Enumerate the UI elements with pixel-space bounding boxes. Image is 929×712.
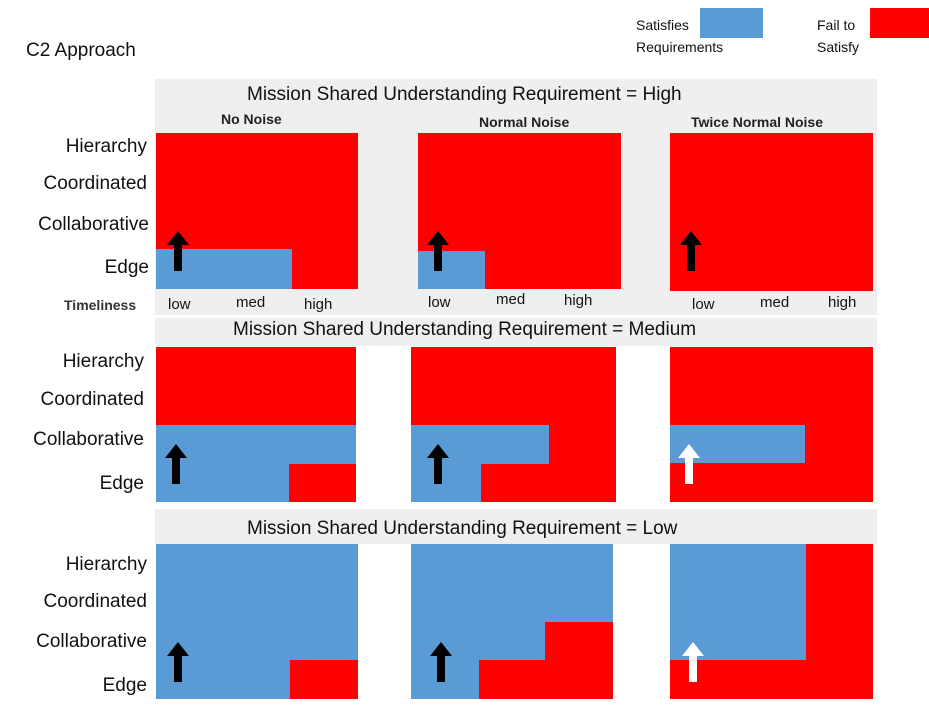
column-title-no-noise: No Noise [221,111,282,127]
x-tick-med: med [496,291,526,308]
band-title-high: Mission Shared Understanding Requirement… [247,84,682,105]
up-arrow-icon [427,231,449,271]
y-label-hierarchy: Hierarchy [65,554,147,575]
band-title-low: Mission Shared Understanding Requirement… [247,518,678,539]
y-label-collaborative: Collaborative [33,429,144,450]
x-axis-label: Timeliness [64,297,137,313]
legend-satisfies-label: Satisfies Requirements [636,17,724,55]
fail-region [290,660,358,699]
x-tick-med: med [760,294,790,311]
fail-region [545,622,613,660]
satisfies-region [670,544,806,660]
legend-fail-swatch [870,8,929,38]
satisfies-region [411,464,481,502]
up-arrow-icon [430,642,452,682]
panel-high-no-noise [156,133,358,289]
page-title: C2 Approach [26,40,136,61]
y-label-hierarchy: Hierarchy [62,351,144,372]
y-label-hierarchy: Hierarchy [65,136,147,157]
legend-satisfies-swatch [700,8,763,38]
y-label-coordinated: Coordinated [43,591,147,612]
panel-medium-no-noise [156,347,356,502]
satisfies-region [156,425,356,464]
band-medium [155,318,877,346]
up-arrow-icon [167,642,189,682]
x-tick-low: low [692,296,715,313]
x-tick-high: high [304,296,333,313]
y-label-collaborative: Collaborative [36,631,147,652]
up-arrow-icon [678,444,700,484]
band-low [155,509,877,544]
y-label-edge: Edge [102,675,147,696]
x-tick-low: low [428,294,451,311]
y-label-edge: Edge [99,473,144,494]
band-title-medium: Mission Shared Understanding Requirement… [233,319,697,340]
up-arrow-icon [167,231,189,271]
column-title-normal-noise: Normal Noise [479,114,570,130]
legend-fail-label: Fail to Satisfy [817,17,860,55]
panel-low-twice-noise [670,544,873,699]
column-title-twice-noise: Twice Normal Noise [691,114,824,130]
panel-low-no-noise [156,544,358,699]
y-label-edge: Edge [104,257,149,278]
panel-high-normal-noise [418,133,621,289]
y-label-collaborative: Collaborative [38,214,149,235]
x-tick-high: high [828,294,857,311]
panel-high-twice-noise [670,133,873,291]
y-label-coordinated: Coordinated [40,389,144,410]
satisfies-region [418,251,485,289]
x-tick-low: low [168,296,191,313]
up-arrow-icon [165,444,187,484]
up-arrow-icon [682,642,704,682]
x-tick-high: high [564,292,593,309]
fail-region [479,660,613,699]
panel-medium-twice-noise [670,347,873,502]
up-arrow-icon [427,444,449,484]
x-tick-med: med [236,294,266,311]
up-arrow-icon [680,231,702,271]
y-label-coordinated: Coordinated [43,173,147,194]
